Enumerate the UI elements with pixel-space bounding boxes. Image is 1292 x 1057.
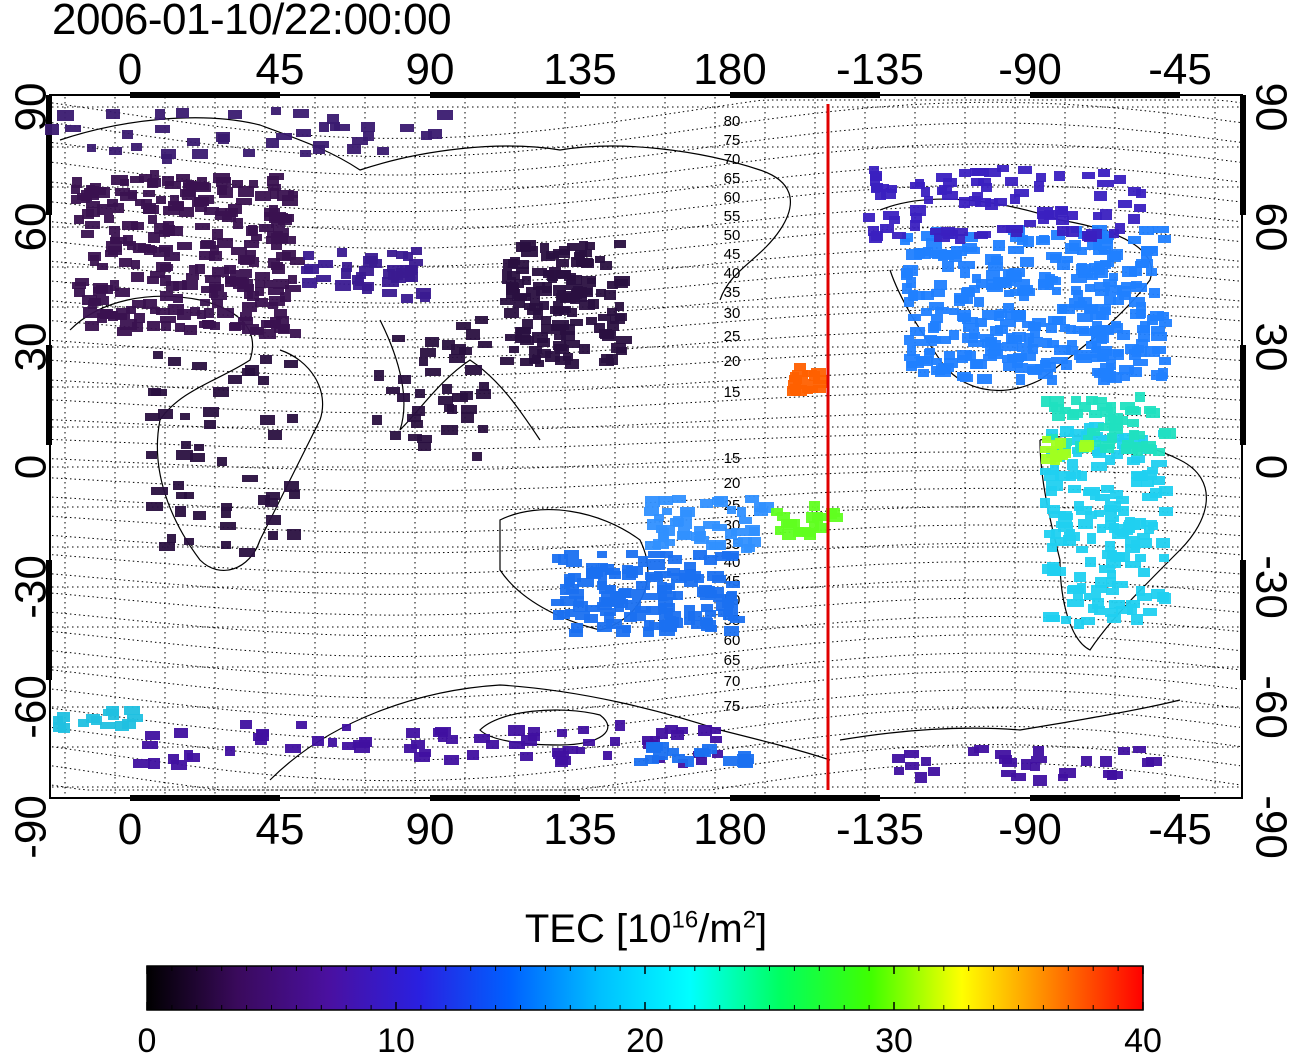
lat-label-right: -90 <box>1246 795 1292 859</box>
lat-label-right: 30 <box>1246 323 1292 372</box>
contour-label: 70 <box>724 151 741 168</box>
contour-label: 60 <box>724 189 741 206</box>
lat-label-right: 60 <box>1246 203 1292 252</box>
lon-label-top: 90 <box>406 45 455 94</box>
contour-label: 65 <box>724 652 741 669</box>
contour-label: 30 <box>724 305 741 322</box>
colorbar-ticks: 0 10 20 30 40 <box>138 966 1162 1057</box>
colorbar-tick-label: 0 <box>138 1022 157 1057</box>
lat-label-left: -90 <box>7 795 56 859</box>
contour-label: 75 <box>724 132 741 149</box>
axis-labels: 0045459090135135180180-135-135-90-90-45-… <box>7 45 1292 859</box>
lon-label-top: -90 <box>998 45 1062 94</box>
colorbar-tick-label: 20 <box>626 1022 664 1057</box>
contour-label: 45 <box>724 246 741 263</box>
lon-label-bottom: -45 <box>1148 805 1212 854</box>
contour-label: 35 <box>724 284 741 301</box>
lat-label-right: 0 <box>1246 455 1292 479</box>
contour-label: 25 <box>724 328 741 345</box>
plot-title: 2006-01-10/22:00:00 <box>52 0 452 44</box>
lon-label-bottom: 135 <box>543 805 616 854</box>
contour-label: 65 <box>724 170 741 187</box>
lon-label-top: -135 <box>836 45 924 94</box>
lon-label-bottom: 45 <box>256 805 305 854</box>
tec-data <box>45 107 1176 786</box>
lat-label-left: 0 <box>7 455 56 479</box>
colorbar-title: TEC [1016/m2] <box>524 906 768 951</box>
lat-label-right: 90 <box>1246 83 1292 132</box>
contour-label: 20 <box>724 353 741 370</box>
lat-label-left: -60 <box>7 675 56 739</box>
lon-label-bottom: 180 <box>693 805 766 854</box>
lat-label-left: 30 <box>7 323 56 372</box>
colorbar-tick-label: 30 <box>875 1022 913 1057</box>
contour-label: 15 <box>724 450 741 467</box>
contour-label: 15 <box>724 384 741 401</box>
contour-label: 75 <box>724 698 741 715</box>
lon-label-top: 0 <box>118 45 142 94</box>
colorbar-tick-label: 10 <box>377 1022 415 1057</box>
lon-label-bottom: 90 <box>406 805 455 854</box>
lon-label-top: 45 <box>256 45 305 94</box>
lat-label-left: 90 <box>7 83 56 132</box>
lon-label-bottom: -90 <box>998 805 1062 854</box>
lon-label-top: 135 <box>543 45 616 94</box>
contour-label: 60 <box>724 632 741 649</box>
contour-label: 50 <box>724 227 741 244</box>
contour-label: 20 <box>724 475 741 492</box>
colorbar-tick-label: 40 <box>1124 1022 1162 1057</box>
contour-label: 55 <box>724 208 741 225</box>
lat-label-right: -30 <box>1246 555 1292 619</box>
lon-label-top: 180 <box>693 45 766 94</box>
contour-label: 70 <box>724 673 741 690</box>
contour-label: 80 <box>724 113 741 130</box>
contour-label: 40 <box>724 265 741 282</box>
lat-label-right: -60 <box>1246 675 1292 739</box>
lon-label-bottom: 0 <box>118 805 142 854</box>
lon-label-bottom: -135 <box>836 805 924 854</box>
lat-label-left: 60 <box>7 203 56 252</box>
lon-label-top: -45 <box>1148 45 1212 94</box>
frame-bars <box>46 92 1246 801</box>
lat-label-left: -30 <box>7 555 56 619</box>
